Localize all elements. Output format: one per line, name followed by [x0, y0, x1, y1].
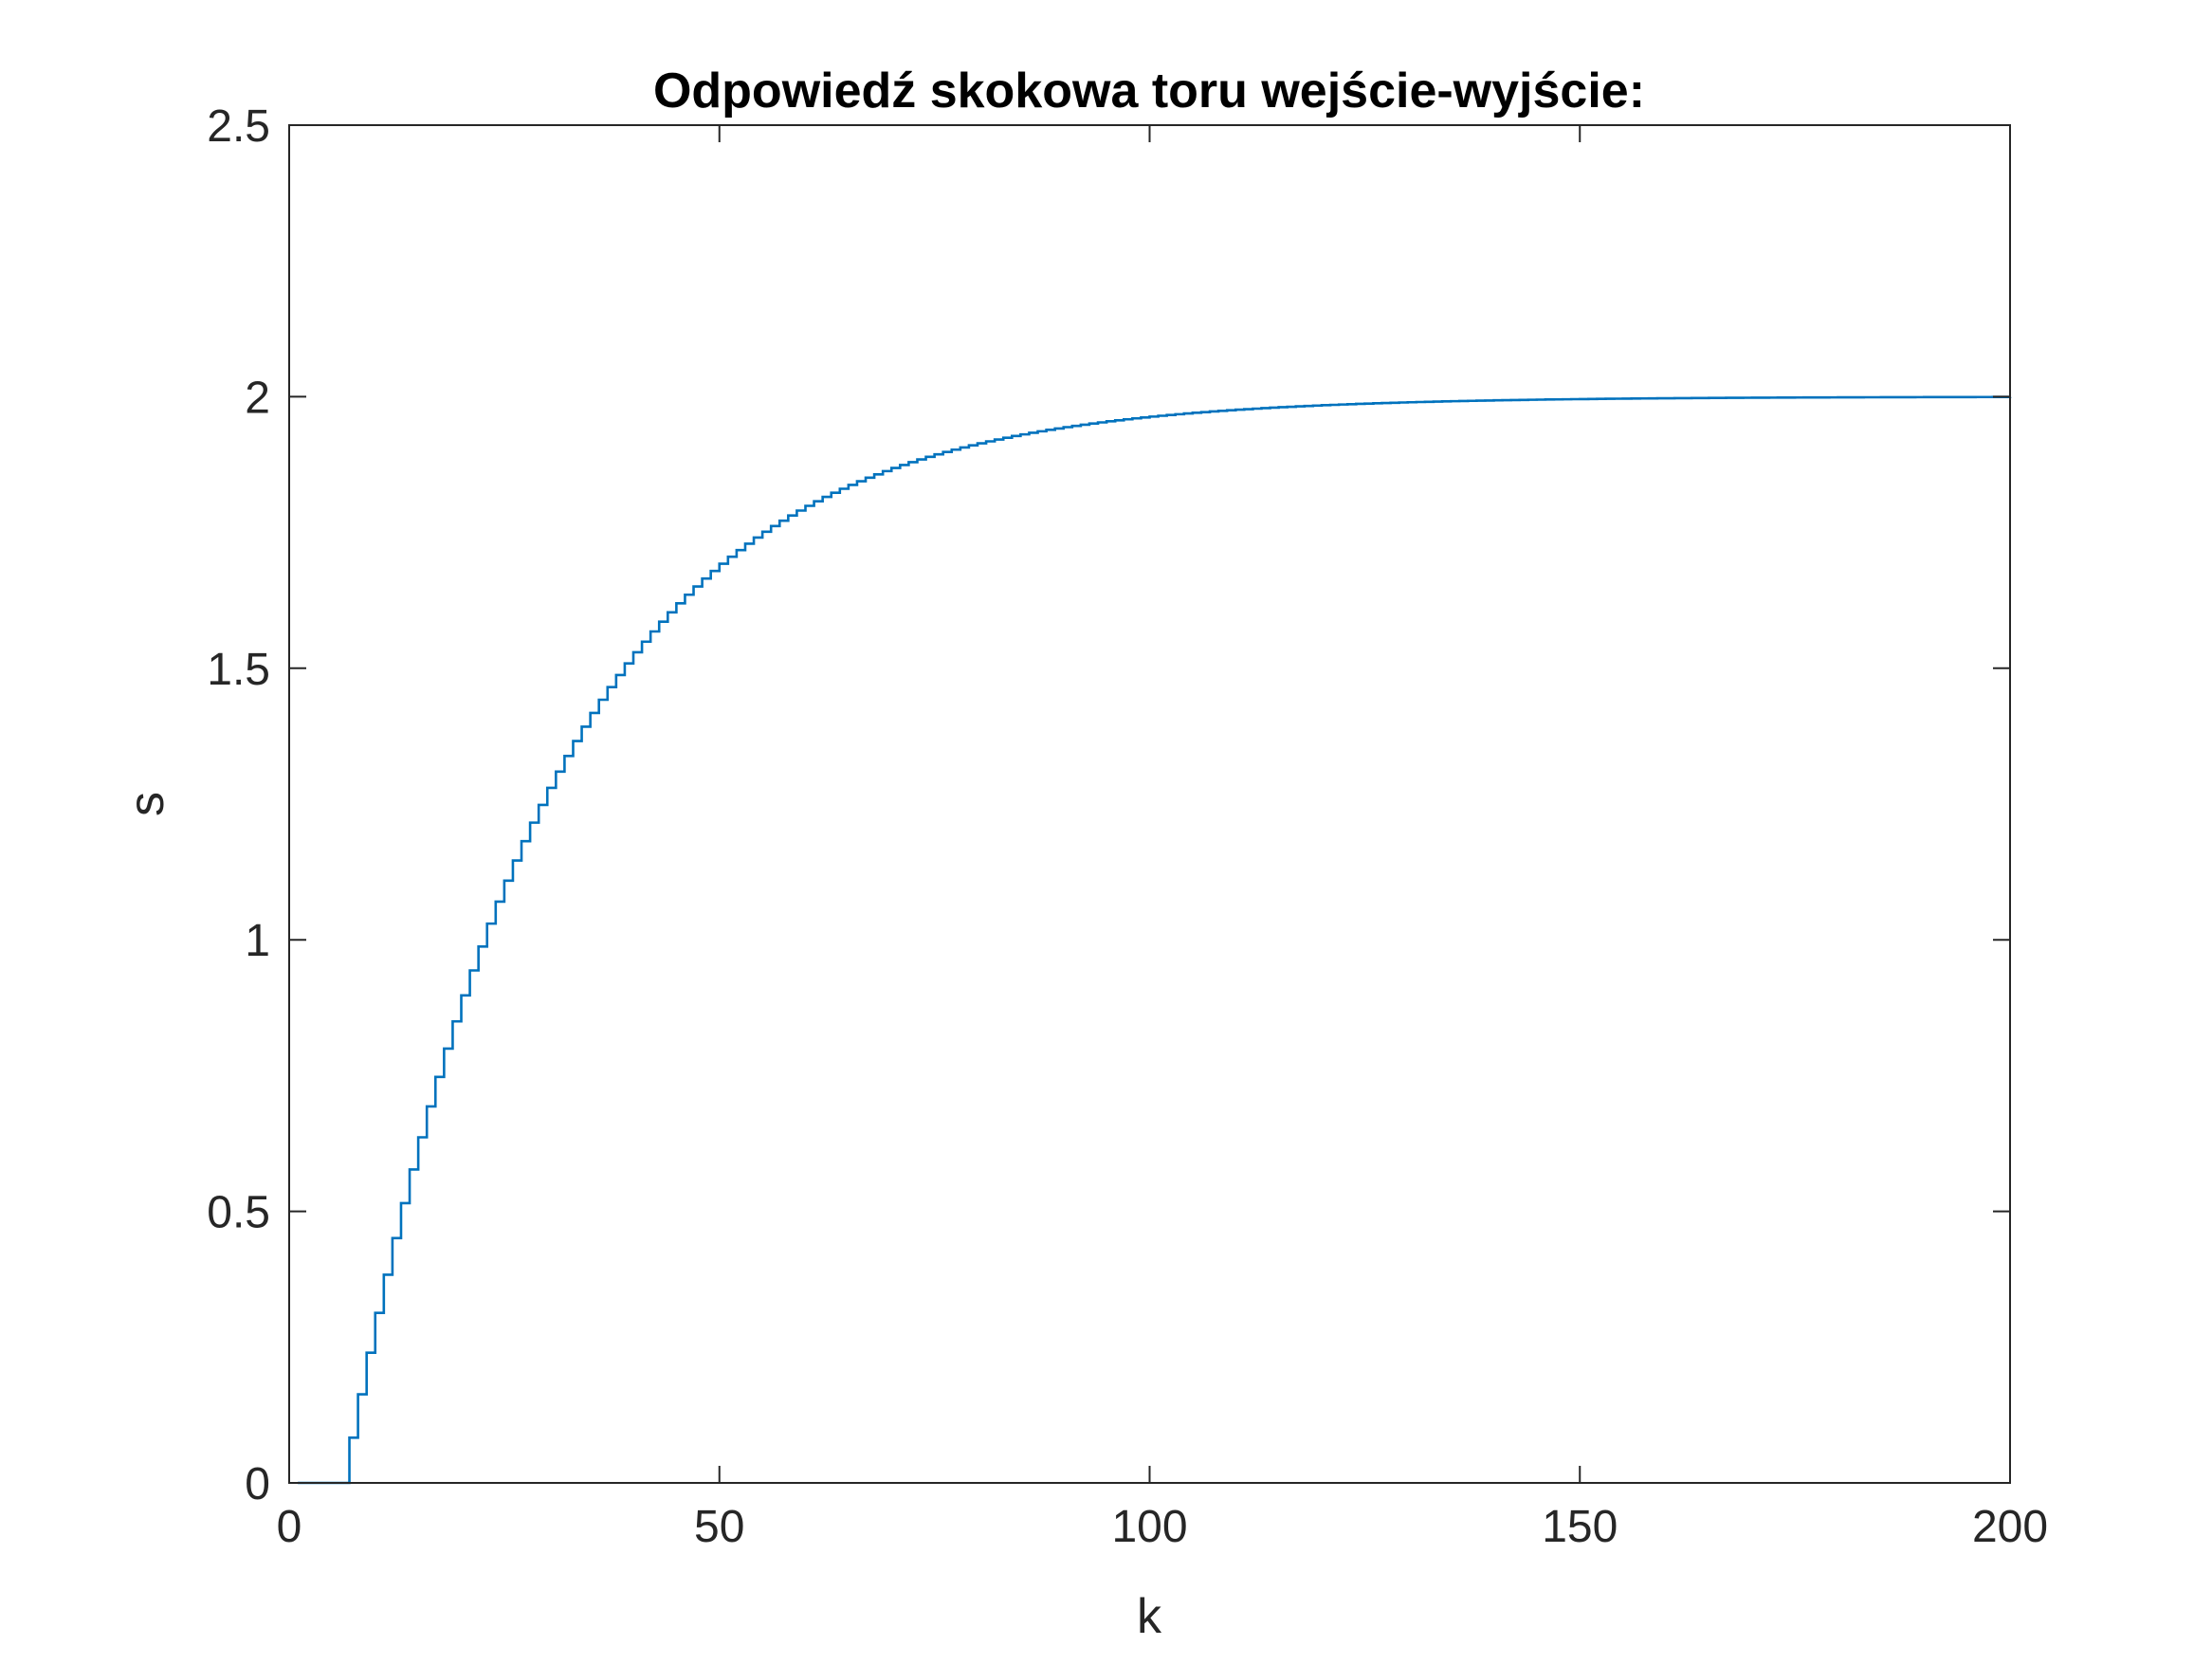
y-tick-label: 0.5 — [207, 1188, 270, 1238]
x-tick-label: 50 — [694, 1502, 744, 1552]
y-tick-label: 1.5 — [207, 645, 270, 695]
x-tick-label: 0 — [277, 1502, 302, 1552]
y-tick-label: 2.5 — [207, 101, 270, 152]
x-axis-label: k — [1137, 1589, 1162, 1644]
y-tick-label: 2 — [245, 373, 270, 423]
series-line — [298, 395, 2012, 1485]
x-tick-label: 100 — [1111, 1502, 1187, 1552]
x-tick-label: 150 — [1542, 1502, 1618, 1552]
plot-area — [289, 125, 2010, 1483]
y-tick-label: 1 — [245, 916, 270, 966]
chart-title: Odpowiedź skokowa toru wejście-wyjście: — [653, 64, 1645, 119]
axes-box — [288, 124, 2011, 1484]
y-axis-label: s — [119, 792, 174, 816]
y-tick-label: 0 — [245, 1459, 270, 1509]
x-tick-label: 200 — [1972, 1502, 2048, 1552]
